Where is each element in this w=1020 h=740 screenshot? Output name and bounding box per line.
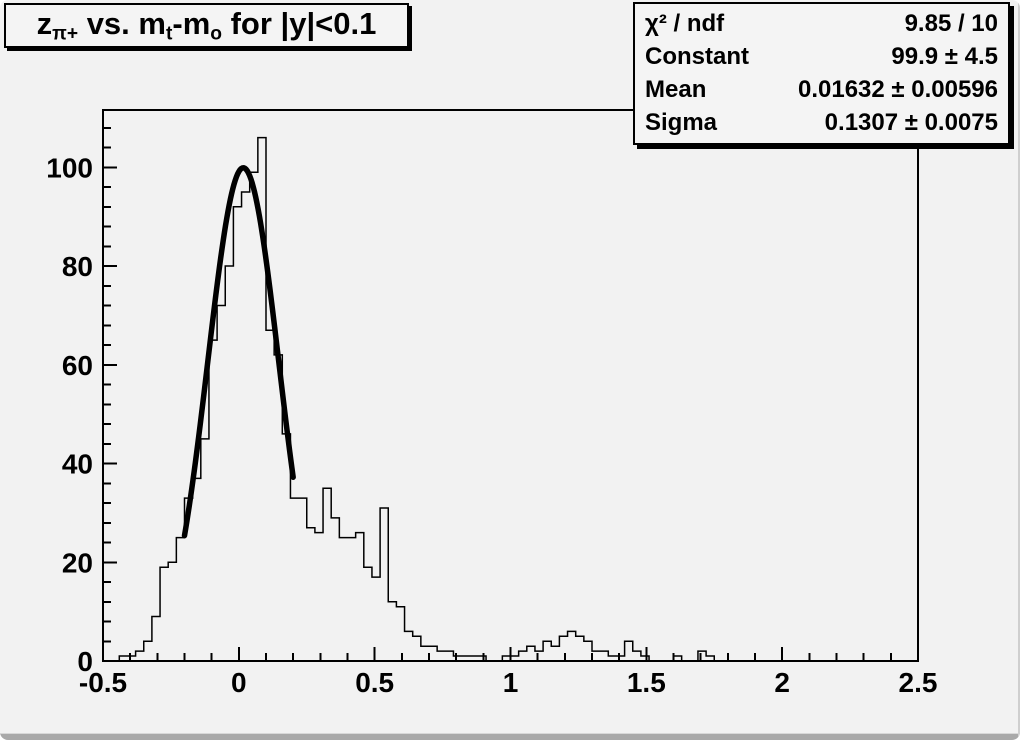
title-subscript-t: t — [165, 23, 173, 45]
x-tick-label: 0.5 — [355, 667, 394, 698]
stats-value-sigma: 0.1307 ± 0.0075 — [824, 108, 998, 136]
stats-value-constant: 99.9 ± 4.5 — [891, 43, 998, 71]
y-tick-label: 80 — [62, 251, 93, 282]
fit-stats-box: χ² / ndf 9.85 / 10 Constant 99.9 ± 4.5 M… — [633, 2, 1010, 145]
title-subscript-pi-plus: π+ — [52, 23, 79, 45]
title-subscript-o: o — [210, 23, 222, 45]
gaussian-fit-curve — [181, 165, 296, 539]
stats-label-constant: Constant — [645, 43, 749, 71]
stats-row-constant: Constant 99.9 ± 4.5 — [645, 43, 998, 71]
y-axis-labels: 0 20 40 60 80 100 — [46, 152, 93, 677]
canvas-bottom-bevel — [0, 733, 1020, 740]
canvas-right-bevel — [1018, 0, 1020, 740]
stats-value-chi2: 9.85 / 10 — [904, 10, 998, 38]
y-tick-label: 40 — [62, 449, 93, 480]
stats-label-chi2: χ² / ndf — [645, 10, 725, 38]
stats-row-mean: Mean 0.01632 ± 0.00596 — [645, 76, 998, 104]
plot-title-box: zπ+ vs. mt-mo for |y|<0.1 — [4, 3, 409, 48]
stats-label-mean: Mean — [645, 75, 707, 103]
stats-label-sigma: Sigma — [645, 108, 718, 136]
x-tick-label: 2.5 — [899, 667, 938, 698]
y-tick-label: 20 — [62, 547, 93, 578]
stats-row-sigma: Sigma 0.1307 ± 0.0075 — [645, 109, 998, 137]
y-tick-label: 100 — [46, 152, 93, 183]
x-tick-label: 0 — [231, 667, 247, 698]
x-tick-label: 2 — [774, 667, 790, 698]
x-tick-label: 1.5 — [627, 667, 666, 698]
x-axis-labels: -0.5 0 0.5 1 1.5 2 2.5 — [79, 667, 938, 698]
plot-title: zπ+ vs. mt-mo for |y|<0.1 — [36, 5, 377, 45]
y-axis-ticks — [103, 126, 117, 662]
x-tick-label: -0.5 — [79, 667, 127, 698]
x-axis-ticks — [102, 647, 919, 661]
histogram-step-line — [103, 136, 918, 662]
y-tick-label: 0 — [77, 646, 93, 677]
plot-frame — [102, 109, 919, 662]
stats-row-chi2: χ² / ndf 9.85 / 10 — [645, 10, 998, 38]
x-tick-label: 1 — [503, 667, 519, 698]
y-tick-label: 60 — [62, 350, 93, 381]
stats-value-mean: 0.01632 ± 0.00596 — [797, 75, 998, 103]
